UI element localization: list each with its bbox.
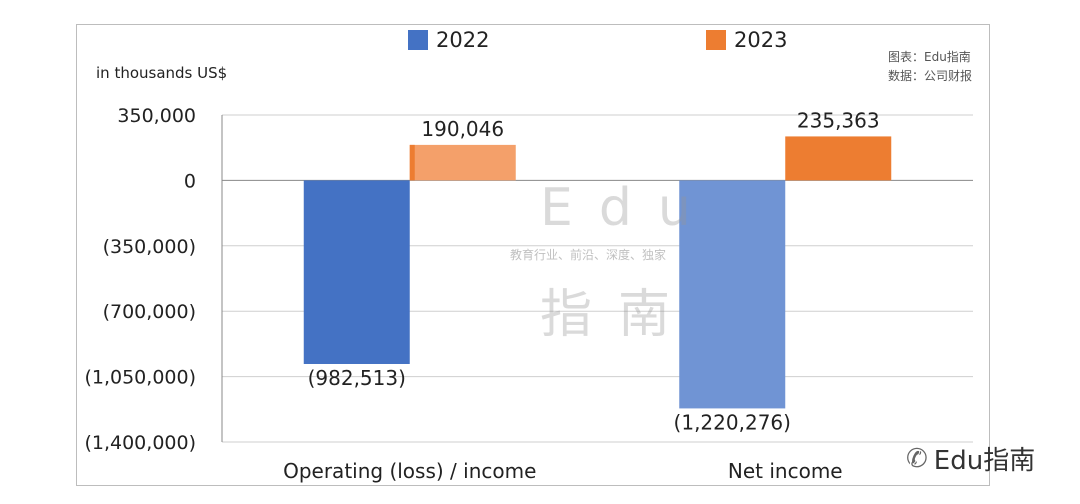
data-label: 235,363 bbox=[797, 108, 880, 132]
y-tick-label: (700,000) bbox=[103, 301, 196, 323]
legend-item-2023: 2023 bbox=[706, 28, 787, 52]
legend-swatch-2023 bbox=[706, 30, 726, 50]
unit-label: in thousands US$ bbox=[96, 64, 228, 82]
x-tick-label: Operating (loss) / income bbox=[283, 459, 536, 483]
bar-edge-accent bbox=[409, 144, 415, 181]
bar-2023-0 bbox=[409, 144, 516, 181]
data-label: (982,513) bbox=[308, 366, 406, 390]
y-tick-label: (350,000) bbox=[103, 236, 196, 258]
x-tick-label: Net income bbox=[728, 459, 843, 483]
brand-mark: ✆ Edu指南 bbox=[906, 440, 1035, 477]
watermark-bottom: 指南 bbox=[540, 285, 697, 345]
y-tick-label: 350,000 bbox=[117, 105, 196, 127]
brand-text: Edu指南 bbox=[933, 446, 1036, 476]
legend-label-2022: 2022 bbox=[436, 28, 490, 52]
bar-2022-0 bbox=[303, 180, 410, 364]
y-tick-label: (1,400,000) bbox=[84, 432, 196, 454]
y-tick-label: 0 bbox=[184, 170, 196, 192]
legend-swatch-2022 bbox=[408, 30, 428, 50]
data-label: 190,046 bbox=[421, 117, 504, 141]
watermark-top: Edu bbox=[540, 178, 717, 238]
bar-2023-1 bbox=[785, 136, 892, 181]
y-tick-label: (1,050,000) bbox=[84, 367, 196, 389]
wechat-icon: ✆ bbox=[906, 443, 928, 474]
bar-2022-1 bbox=[679, 180, 786, 409]
watermark-tagline: 教育行业、前沿、深度、独家 bbox=[510, 248, 667, 262]
data-source: 数据：公司财报 bbox=[888, 69, 973, 83]
chart-source: 图表：Edu指南 bbox=[888, 50, 971, 64]
legend-item-2022: 2022 bbox=[408, 28, 489, 52]
legend-label-2023: 2023 bbox=[734, 28, 788, 52]
chart-frame bbox=[76, 24, 990, 486]
data-label: (1,220,276) bbox=[674, 410, 791, 434]
